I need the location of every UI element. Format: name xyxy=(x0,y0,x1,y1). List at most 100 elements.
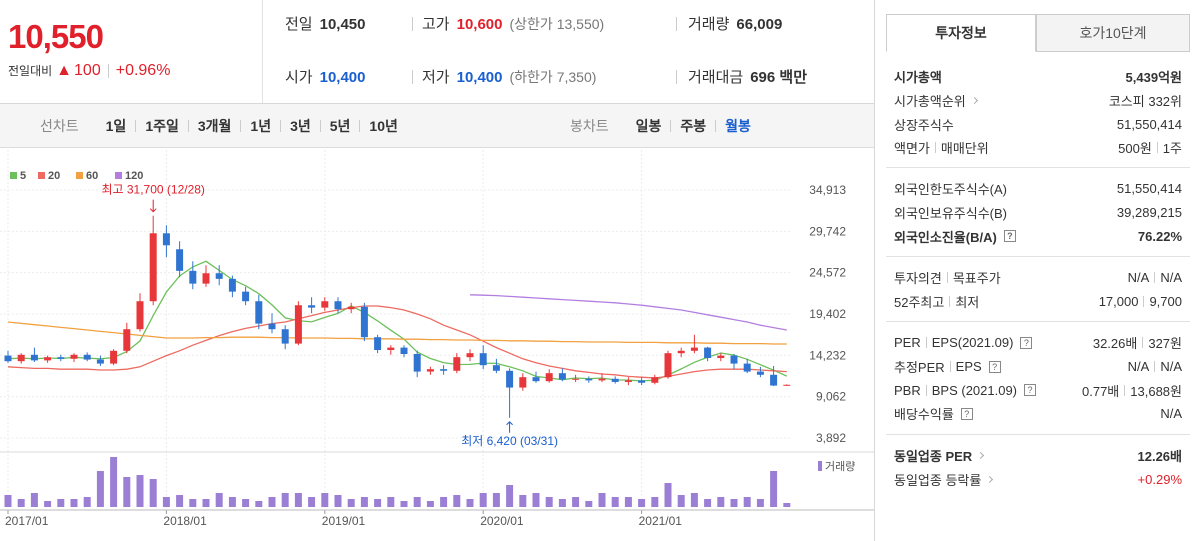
volume-bar xyxy=(44,501,52,507)
value-text: 17,000 xyxy=(1098,294,1139,310)
volume-bar xyxy=(453,495,461,507)
row-value: 32.26배 327원 xyxy=(1093,333,1182,352)
value-text: N/A xyxy=(1160,270,1182,286)
volume-bar xyxy=(30,493,38,507)
label-text: 목표주가 xyxy=(952,271,1001,287)
info-row: 외국인한도주식수(A) 51,550,414 xyxy=(894,177,1182,201)
volume-label: 거래량 xyxy=(825,460,855,473)
period-button[interactable]: 3년 xyxy=(290,117,311,134)
period-button[interactable]: 일봉 xyxy=(635,117,662,134)
row-value: N/A N/A xyxy=(1128,359,1182,374)
volume-bar xyxy=(466,499,474,507)
candle-body xyxy=(492,365,500,371)
candle-body xyxy=(347,306,355,310)
info-row: 외국인소진율(B/A)? 76.22% xyxy=(894,224,1182,248)
volume-bar xyxy=(136,475,144,507)
separator xyxy=(670,119,672,132)
chevron[interactable] xyxy=(986,475,994,484)
info-row: PER EPS(2021.09)? 32.26배 327원 xyxy=(894,331,1182,355)
period-button[interactable]: 3개월 xyxy=(197,117,232,134)
candle-body xyxy=(96,359,104,364)
stat-label: 고가 xyxy=(422,16,450,33)
period-button[interactable]: 1주일 xyxy=(145,117,179,134)
row-label: 동일업종 등락률 xyxy=(894,470,994,489)
label-text: 외국인한도주식수(A) xyxy=(894,182,1008,198)
label-text: 외국인소진율(B/A) xyxy=(894,229,997,245)
help-icon[interactable]: ? xyxy=(1024,384,1037,397)
change-arrow: ▲ xyxy=(56,62,73,79)
row-value: 500원 1주 xyxy=(1118,138,1182,157)
candle-body xyxy=(400,347,408,354)
high-arrow xyxy=(149,199,157,213)
group-label: 봉차트 xyxy=(570,117,609,134)
volume-bar xyxy=(242,499,250,507)
label-text: 최저 xyxy=(955,295,980,311)
volume-bar xyxy=(294,493,302,507)
legend-swatch xyxy=(38,172,45,179)
divider xyxy=(886,167,1190,168)
info-row: 투자의견 목표주가 N/A N/A xyxy=(894,266,1182,290)
row-value: 코스피 332위 xyxy=(1109,91,1182,110)
help-icon[interactable]: ? xyxy=(960,407,973,420)
separator xyxy=(715,119,717,132)
candle-body xyxy=(545,373,553,382)
stat-note: (하한가 7,350) xyxy=(509,69,597,85)
stat: 거래량 66,009 xyxy=(688,13,782,34)
separator xyxy=(359,119,361,132)
x-tick-label: 2021/01 xyxy=(639,514,683,528)
period-button[interactable]: 주봉 xyxy=(680,117,707,134)
row-label: 배당수익률? xyxy=(894,404,973,423)
volume-bar xyxy=(17,499,25,507)
period-button[interactable]: 월봉 xyxy=(725,117,751,134)
separator xyxy=(1154,272,1156,284)
period-button[interactable]: 5년 xyxy=(329,117,351,134)
candle-body xyxy=(466,353,474,358)
volume-bar xyxy=(506,485,514,507)
chevron[interactable] xyxy=(977,452,985,460)
candle-chart: 3,892 9,062 14,232 19,402 24,572 29,742 34,913… xyxy=(0,150,874,528)
value-text: N/A xyxy=(1160,406,1182,422)
candle-body xyxy=(202,273,210,284)
change-amount: 100 xyxy=(74,62,101,79)
volume-bar xyxy=(202,499,210,507)
high-annotation: 최고 31,700 (12/28) xyxy=(101,183,204,197)
legend-label: 120 xyxy=(125,170,143,182)
candle-body xyxy=(730,355,738,364)
candle-body xyxy=(162,233,170,246)
help-icon[interactable]: ? xyxy=(1020,336,1033,349)
volume-bar xyxy=(387,497,395,507)
candle-body xyxy=(308,305,316,308)
candle-body xyxy=(440,369,448,371)
volume-bar xyxy=(558,499,566,507)
price-change: 전일대비 ▲ 100 +0.96% xyxy=(8,62,170,80)
value-text: 32.26배 xyxy=(1092,336,1138,352)
separator xyxy=(1142,337,1144,349)
change-rate: +0.96% xyxy=(115,62,171,79)
volume-bar xyxy=(756,499,764,507)
period-button[interactable]: 1년 xyxy=(250,117,272,134)
candle-body xyxy=(572,378,580,380)
period-button[interactable]: 10년 xyxy=(369,117,398,134)
candle-body xyxy=(57,357,65,359)
x-tick-label: 2018/01 xyxy=(163,514,207,528)
row-value: 0.77배 13,688원 xyxy=(1082,381,1182,400)
change-label: 전일대비 xyxy=(8,64,53,78)
chevron[interactable] xyxy=(970,96,978,105)
candle-body xyxy=(30,354,38,361)
help-icon[interactable]: ? xyxy=(1003,230,1016,243)
candle-body xyxy=(690,347,698,351)
info-row: 액면가 매매단위 500원 1주 xyxy=(894,136,1182,160)
stat-value: 10,450 xyxy=(319,16,366,33)
y-tick-label: 3,892 xyxy=(816,431,846,445)
info-row: 배당수익률? N/A xyxy=(894,402,1182,426)
tab[interactable]: 투자정보 xyxy=(886,14,1036,52)
volume-bar xyxy=(4,495,12,507)
stat: 거래대금 696 백만 xyxy=(688,66,807,87)
tab[interactable]: 호가10단계 xyxy=(1036,14,1190,52)
separator xyxy=(412,17,413,31)
candle-body xyxy=(519,377,527,388)
value-text: 13,688원 xyxy=(1130,383,1182,399)
help-icon[interactable]: ? xyxy=(988,360,1001,373)
row-value: N/A N/A xyxy=(1128,270,1182,285)
period-button[interactable]: 1일 xyxy=(105,117,127,134)
